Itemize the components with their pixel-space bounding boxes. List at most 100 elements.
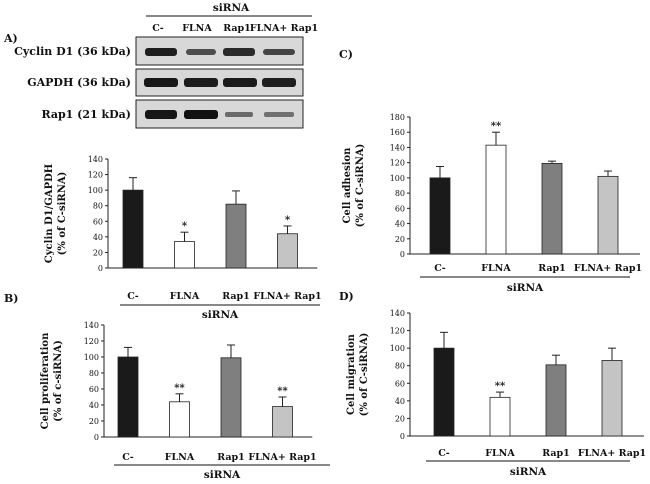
- blot-band: [262, 78, 296, 87]
- y-axis-title-line: (% of C-siRNA): [359, 333, 370, 417]
- bar: [433, 347, 455, 437]
- y-tick-label: 40: [93, 233, 103, 242]
- y-axis-title: Cell migration (% of C-siRNA): [346, 333, 370, 417]
- y-axis-title-line: Cell proliferation: [40, 332, 51, 429]
- blot-band: [184, 110, 218, 119]
- y-tick-label: 120: [84, 337, 99, 346]
- panel-label-d: D): [339, 290, 354, 303]
- y-axis-title-line: Cyclin D1/GAPDH: [44, 164, 55, 263]
- y-tick-label: 40: [89, 401, 99, 410]
- blot-lane-label: Rap1: [223, 23, 251, 34]
- blot-band: [186, 49, 216, 55]
- blot-band: [263, 49, 295, 55]
- bar: [174, 241, 195, 269]
- x-tick-label: FLNA: [481, 263, 511, 274]
- x-axis-title: siRNA: [204, 469, 241, 481]
- bar: [429, 177, 451, 255]
- blot-band: [184, 78, 218, 87]
- x-axis-title: siRNA: [202, 309, 239, 321]
- y-tick-label: 60: [395, 204, 405, 213]
- y-tick-label: 80: [395, 189, 405, 198]
- significance-marker: *: [182, 221, 188, 232]
- bar: [485, 144, 507, 255]
- y-tick-label: 20: [395, 414, 405, 423]
- blot-band: [145, 110, 177, 119]
- y-tick-label: 100: [390, 344, 405, 353]
- y-tick-label: 140: [88, 155, 103, 164]
- blot-band: [223, 78, 257, 87]
- y-tick-label: 180: [390, 113, 405, 122]
- x-axis-title: siRNA: [510, 466, 547, 478]
- blot-row-label: Rap1 (21 kDa): [41, 108, 131, 121]
- y-tick-label: 20: [93, 248, 103, 257]
- y-tick-label: 40: [395, 220, 405, 229]
- y-tick-label: 80: [93, 202, 103, 211]
- y-tick-label: 60: [93, 217, 103, 226]
- y-tick-label: 160: [390, 128, 405, 137]
- western-blot: A) siRNA C- FLNA Rap1 FLNA+ Rap1 Cyclin …: [3, 2, 318, 129]
- y-tick-label: 120: [390, 159, 405, 168]
- blot-band: [144, 78, 178, 87]
- x-tick-label: Rap1: [222, 291, 250, 302]
- significance-marker: **: [495, 381, 506, 392]
- bar: [169, 401, 190, 438]
- x-tick-label: C-: [438, 448, 450, 459]
- bar: [225, 203, 247, 269]
- significance-marker: **: [174, 383, 185, 394]
- bar: [272, 406, 293, 438]
- bar: [545, 364, 567, 437]
- chart-cyclin-d1: 0 20 40 60 80 100 120 140 Cyclin D1/GAPDH (% of C…: [44, 155, 322, 321]
- x-tick-label: FLNA+ Rap1: [574, 263, 642, 274]
- y-tick-label: 80: [89, 369, 99, 378]
- x-tick-label: FLNA+ Rap1: [578, 448, 646, 459]
- x-tick-label: FLNA: [165, 452, 195, 463]
- blot-band: [223, 48, 255, 56]
- x-tick-label: FLNA: [170, 291, 200, 302]
- y-tick-label: 0: [400, 250, 405, 259]
- bar: [220, 357, 242, 438]
- y-axis-title-line: (% of c-siRNA): [53, 340, 64, 422]
- y-axis-title-line: (% of C-siRNA): [355, 144, 366, 228]
- x-tick-label: FLNA+ Rap1: [248, 452, 316, 463]
- x-tick-label: Rap1: [542, 448, 570, 459]
- blot-row-label: GAPDH (36 kDa): [27, 76, 131, 89]
- x-tick-label: C-: [434, 263, 446, 274]
- bar: [122, 189, 144, 269]
- bar: [601, 360, 623, 437]
- blot-band: [145, 48, 177, 56]
- y-tick-label: 0: [98, 264, 103, 273]
- y-axis-title-line: (% of C-siRNA): [57, 172, 68, 256]
- significance-marker: **: [277, 386, 288, 397]
- y-axis-title-line: Cell migration: [346, 333, 357, 415]
- blot-row-label: Cyclin D1 (36 kDa): [14, 45, 131, 58]
- y-axis-title: Cyclin D1/GAPDH (% of C-siRNA): [44, 164, 68, 263]
- y-axis-title: Cell adhesion (% of C-siRNA): [342, 144, 366, 228]
- blot-lane-label: FLNA+ Rap1: [250, 23, 318, 34]
- y-axis-title-line: Cell adhesion: [342, 147, 353, 224]
- bar: [117, 356, 139, 438]
- chart-cell-proliferation: B) 0 20 40 60 80 100 120 140 Cell proliferation(…: [4, 292, 330, 481]
- x-tick-label: C-: [122, 452, 134, 463]
- x-tick-label: FLNA+ Rap1: [253, 291, 321, 302]
- y-tick-label: 60: [89, 385, 99, 394]
- bar: [489, 396, 511, 437]
- y-tick-label: 120: [390, 327, 405, 336]
- blot-lane-label: C-: [152, 23, 164, 34]
- y-axis-title: Cell proliferation (% of c-siRNA): [40, 332, 64, 429]
- y-tick-label: 0: [400, 432, 405, 441]
- bar: [597, 175, 619, 255]
- y-tick-label: 140: [390, 143, 405, 152]
- significance-marker: *: [285, 215, 291, 226]
- y-tick-label: 100: [88, 186, 103, 195]
- y-tick-label: 0: [94, 433, 99, 442]
- y-tick-label: 140: [390, 309, 405, 318]
- x-tick-label: Rap1: [538, 263, 566, 274]
- blot-band: [225, 112, 253, 117]
- y-tick-label: 20: [89, 417, 99, 426]
- panel-label-a: A): [3, 32, 18, 45]
- y-tick-label: 20: [395, 235, 405, 244]
- bar: [541, 163, 563, 255]
- x-tick-label: FLNA: [485, 448, 515, 459]
- significance-marker: **: [491, 121, 502, 132]
